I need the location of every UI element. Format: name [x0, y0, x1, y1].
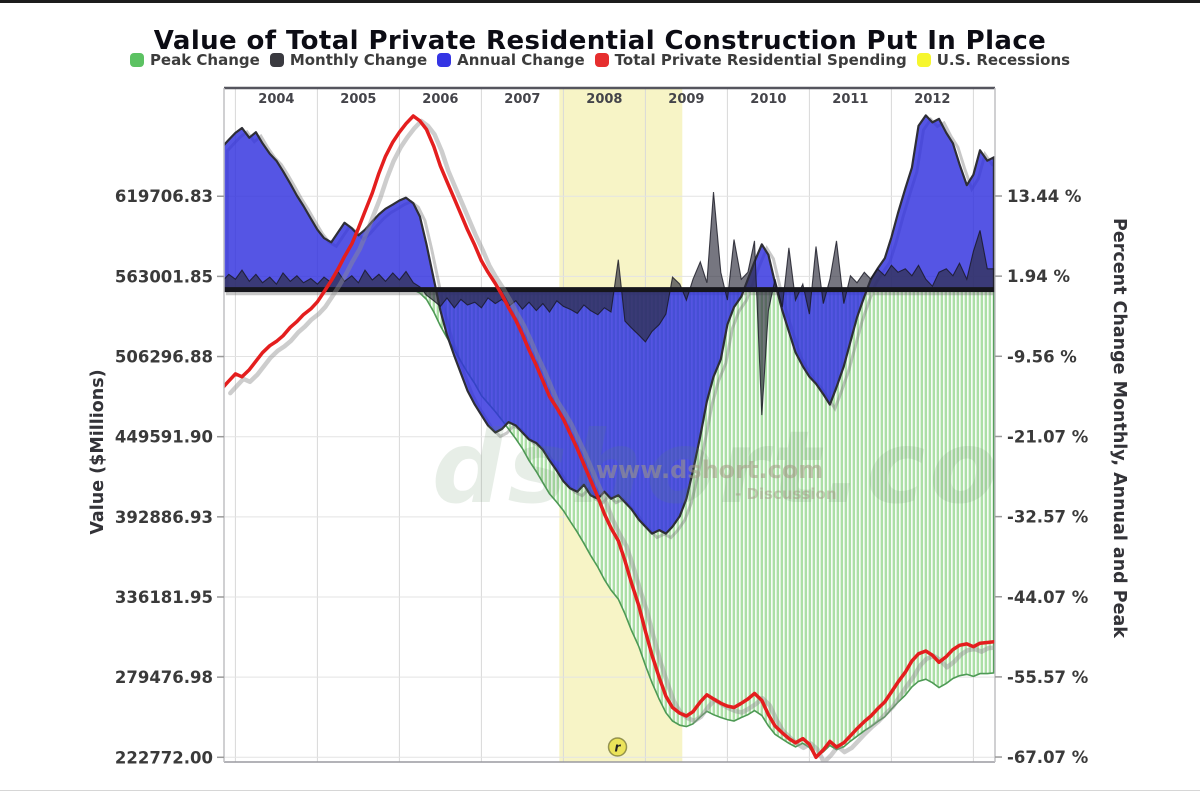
legend-item-annual-change: Annual Change: [437, 51, 585, 69]
right-tick-label: 13.44 %: [1007, 187, 1082, 206]
year-label: 2009: [668, 92, 704, 107]
left-axis-title: Value ($Millions): [88, 369, 108, 534]
spending-line-group: [224, 114, 995, 762]
legend-swatch-icon: [269, 53, 284, 67]
legend-swatch-icon: [916, 53, 931, 67]
left-tick-label: 619706.83: [115, 187, 213, 206]
watermark-sub1: www.dshort.com: [596, 456, 823, 484]
legend-item-monthly-change: Monthly Change: [269, 51, 428, 69]
legend-label: Total Private Residential Spending: [614, 51, 907, 69]
watermark-sub2: - Discussion: [735, 485, 837, 503]
right-axis: 13.44 % 1.94 % -9.56 % -21.07 % -32.57 % -44.…: [995, 187, 1129, 767]
left-tick-label: 449591.90: [115, 428, 213, 447]
legend-item-peak-change: Peak Change: [129, 51, 260, 69]
year-label: 2005: [340, 92, 376, 107]
right-tick-label: -55.57 %: [1007, 668, 1089, 687]
year-label: 2008: [586, 92, 622, 107]
right-tick-label: 1.94 %: [1007, 267, 1070, 286]
right-tick-label: -21.07 %: [1007, 427, 1089, 446]
year-label-strip: 2004 2005 2006 2007 2008 2009 2010 2011 2012: [258, 92, 950, 107]
right-tick-label: -44.07 %: [1007, 588, 1089, 607]
legend-label: U.S. Recessions: [936, 51, 1071, 69]
legend-swatch-icon: [129, 53, 144, 67]
legend-label: Annual Change: [457, 51, 585, 69]
window-bottom-border: [0, 790, 1200, 791]
right-tick-label: -32.57 %: [1007, 508, 1089, 527]
year-label: 2011: [832, 92, 868, 107]
chart-legend: Peak Change Monthly Change Annual Change To…: [0, 51, 1200, 69]
left-tick-label: 563001.85: [115, 267, 213, 286]
right-tick-label: -9.56 %: [1007, 347, 1077, 366]
recession-r-glyph: r: [615, 741, 622, 755]
recession-r-marker: r: [607, 737, 628, 757]
spending-line-shadow: [228, 118, 995, 762]
series-layer: [224, 114, 995, 759]
recession-r-circle: [607, 737, 628, 757]
legend-label: Monthly Change: [289, 51, 428, 69]
right-tick-label: -67.07 %: [1007, 748, 1089, 767]
right-axis-title: Percent Change Monthly, Annual and Peak: [1109, 218, 1129, 638]
left-axis: 619706.83 563001.85 506296.88 449591.90 3928…: [88, 187, 224, 767]
legend-label: Peak Change: [149, 51, 260, 69]
watermark-main: dshort.com: [432, 409, 1110, 526]
monthly-change-area: [224, 192, 995, 416]
year-label: 2007: [504, 92, 540, 107]
window-top-border: [0, 0, 1200, 3]
legend-swatch-icon: [594, 53, 609, 67]
legend-swatch-icon: [437, 53, 452, 67]
left-tick-label: 392886.93: [115, 508, 213, 527]
legend-item-total-private-residential-spending: Total Private Residential Spending: [594, 51, 907, 69]
year-label: 2006: [422, 92, 458, 107]
left-tick-label: 279476.98: [115, 668, 213, 687]
year-label: 2012: [914, 92, 950, 107]
left-tick-label: 222772.00: [115, 748, 213, 767]
left-tick-label: 506296.88: [115, 348, 213, 367]
left-tick-label: 336181.95: [115, 588, 213, 607]
legend-item-u-s-recessions: U.S. Recessions: [916, 51, 1071, 69]
spending-line: [224, 114, 995, 760]
chart-title: Value of Total Private Residential Const…: [153, 26, 1047, 57]
year-label: 2004: [258, 92, 294, 107]
year-label: 2010: [750, 92, 786, 107]
